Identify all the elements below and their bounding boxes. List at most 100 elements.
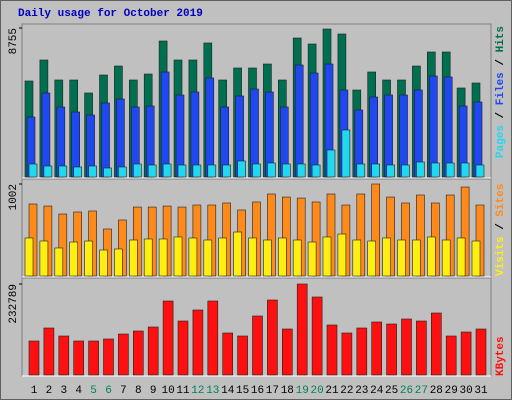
x-tick-label: 17	[266, 385, 279, 397]
x-tick-label: 30	[459, 385, 472, 397]
bar	[401, 164, 410, 178]
bar	[292, 239, 302, 277]
bar	[101, 102, 110, 178]
x-tick-label: 26	[400, 385, 413, 397]
bar	[443, 76, 453, 178]
y-tick-label: 232789	[8, 284, 20, 324]
bar	[147, 326, 159, 376]
x-tick-label: 2	[46, 385, 53, 397]
bar	[188, 237, 198, 277]
bar	[192, 309, 204, 376]
x-tick-label: 5	[90, 385, 97, 397]
bar	[267, 162, 276, 178]
bar	[337, 233, 347, 277]
bar	[58, 165, 68, 178]
bar	[397, 239, 406, 277]
bar	[277, 237, 287, 277]
bar	[430, 312, 442, 376]
bar	[58, 335, 70, 376]
legend-entry: Pages	[495, 125, 507, 158]
bar	[416, 320, 427, 376]
bar	[54, 247, 64, 277]
bar	[39, 240, 49, 277]
x-tick-label: 4	[75, 385, 82, 397]
bar	[341, 129, 351, 178]
bar	[356, 163, 366, 178]
legend-separator: /	[495, 217, 507, 237]
bar	[326, 324, 338, 376]
bar	[24, 237, 34, 277]
bar	[367, 240, 377, 277]
bar	[430, 162, 440, 178]
bar	[192, 164, 202, 178]
x-tick-label: 19	[296, 385, 309, 397]
x-tick-label: 8	[135, 385, 142, 397]
bar	[296, 163, 306, 178]
bar	[382, 237, 391, 277]
y-tick-label: 1002	[8, 184, 20, 210]
legend-entry: Hits	[495, 26, 507, 52]
x-tick-label: 31	[474, 385, 488, 397]
bar	[386, 323, 397, 376]
bar	[222, 332, 233, 376]
bar	[177, 320, 189, 376]
bar	[352, 239, 362, 277]
x-tick-label: 20	[310, 385, 323, 397]
bar	[162, 163, 172, 178]
bar	[267, 299, 278, 376]
bar	[252, 163, 261, 178]
bar	[218, 237, 227, 277]
bar	[416, 161, 425, 178]
bar	[133, 330, 144, 376]
bar	[294, 64, 304, 178]
x-tick-label: 18	[281, 385, 294, 397]
bar	[237, 335, 248, 376]
bar	[263, 239, 272, 277]
x-tick-label: 29	[445, 385, 458, 397]
bar	[471, 240, 481, 277]
bar	[322, 236, 332, 277]
bar	[116, 98, 125, 178]
x-tick-label: 6	[105, 385, 112, 397]
bar	[311, 296, 323, 376]
bar	[28, 340, 40, 376]
x-tick-label: 25	[385, 385, 398, 397]
bar	[99, 249, 108, 277]
legend: Pages / Files / Hits	[495, 26, 507, 158]
legend: KBytes	[495, 336, 507, 376]
x-tick-label: 1	[31, 385, 38, 397]
legend-entry: Visits	[495, 236, 507, 276]
bar	[103, 338, 114, 376]
bar	[371, 321, 383, 376]
bar	[222, 164, 231, 178]
bar	[441, 239, 451, 277]
bar	[103, 167, 112, 178]
bar	[309, 72, 319, 178]
x-tick-label: 24	[370, 385, 384, 397]
legend-separator: /	[495, 52, 507, 72]
bar	[173, 236, 183, 277]
bar	[205, 77, 215, 178]
bar	[73, 340, 84, 376]
bar	[177, 164, 187, 178]
bar	[445, 335, 457, 376]
bar	[326, 149, 336, 178]
bar	[160, 71, 170, 178]
bar	[445, 162, 455, 178]
bar	[281, 163, 291, 178]
y-tick-label: 8755	[8, 28, 20, 54]
bar	[307, 241, 317, 277]
x-tick-label: 28	[430, 385, 443, 397]
bar	[460, 331, 472, 376]
legend-entry: KBytes	[495, 336, 507, 376]
bar	[296, 283, 308, 376]
bar	[118, 166, 127, 178]
bar	[399, 94, 408, 178]
bar	[69, 241, 78, 277]
bar	[207, 164, 217, 178]
bar	[341, 332, 353, 376]
bar	[158, 238, 168, 277]
x-tick-label: 14	[221, 385, 235, 397]
x-tick-label: 10	[161, 385, 174, 397]
